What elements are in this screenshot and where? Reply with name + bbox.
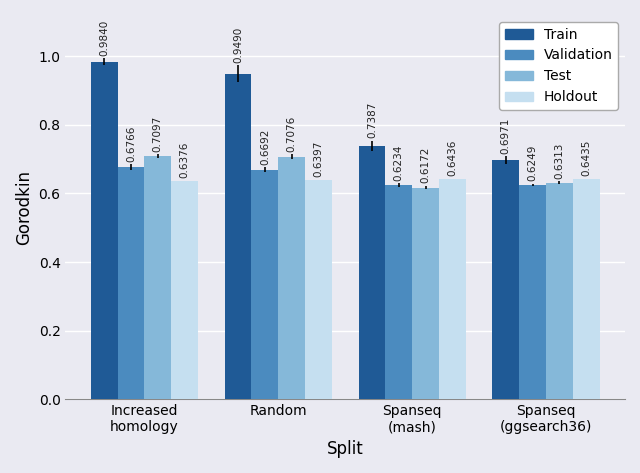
Text: 0.9840: 0.9840: [99, 19, 109, 56]
Text: 0.6971: 0.6971: [501, 117, 511, 154]
Text: 0.6234: 0.6234: [394, 145, 404, 181]
Bar: [91, 61, 118, 399]
Bar: [546, 183, 573, 399]
Bar: [519, 185, 546, 399]
Bar: [492, 160, 519, 399]
Bar: [385, 185, 412, 399]
Text: 0.6436: 0.6436: [447, 140, 458, 176]
Bar: [252, 170, 278, 399]
Bar: [145, 156, 171, 399]
Text: 0.6435: 0.6435: [581, 140, 591, 176]
Text: 0.7076: 0.7076: [287, 115, 297, 152]
Text: 0.6766: 0.6766: [126, 126, 136, 162]
Bar: [439, 178, 466, 399]
Bar: [171, 181, 198, 399]
Bar: [412, 188, 439, 399]
Text: 0.6692: 0.6692: [260, 129, 270, 165]
Bar: [225, 74, 252, 399]
X-axis label: Split: Split: [327, 440, 364, 458]
Text: 0.6172: 0.6172: [420, 147, 431, 184]
Y-axis label: Gorodkin: Gorodkin: [15, 170, 33, 245]
Text: 0.6397: 0.6397: [314, 141, 323, 177]
Bar: [118, 167, 145, 399]
Text: 0.6376: 0.6376: [180, 142, 189, 178]
Text: 0.6249: 0.6249: [527, 145, 538, 181]
Legend: Train, Validation, Test, Holdout: Train, Validation, Test, Holdout: [499, 22, 618, 110]
Text: 0.9490: 0.9490: [233, 26, 243, 63]
Text: 0.7387: 0.7387: [367, 102, 377, 138]
Bar: [573, 178, 600, 399]
Text: 0.6313: 0.6313: [554, 142, 564, 179]
Bar: [358, 146, 385, 399]
Text: 0.7097: 0.7097: [153, 115, 163, 152]
Bar: [278, 157, 305, 399]
Bar: [305, 180, 332, 399]
